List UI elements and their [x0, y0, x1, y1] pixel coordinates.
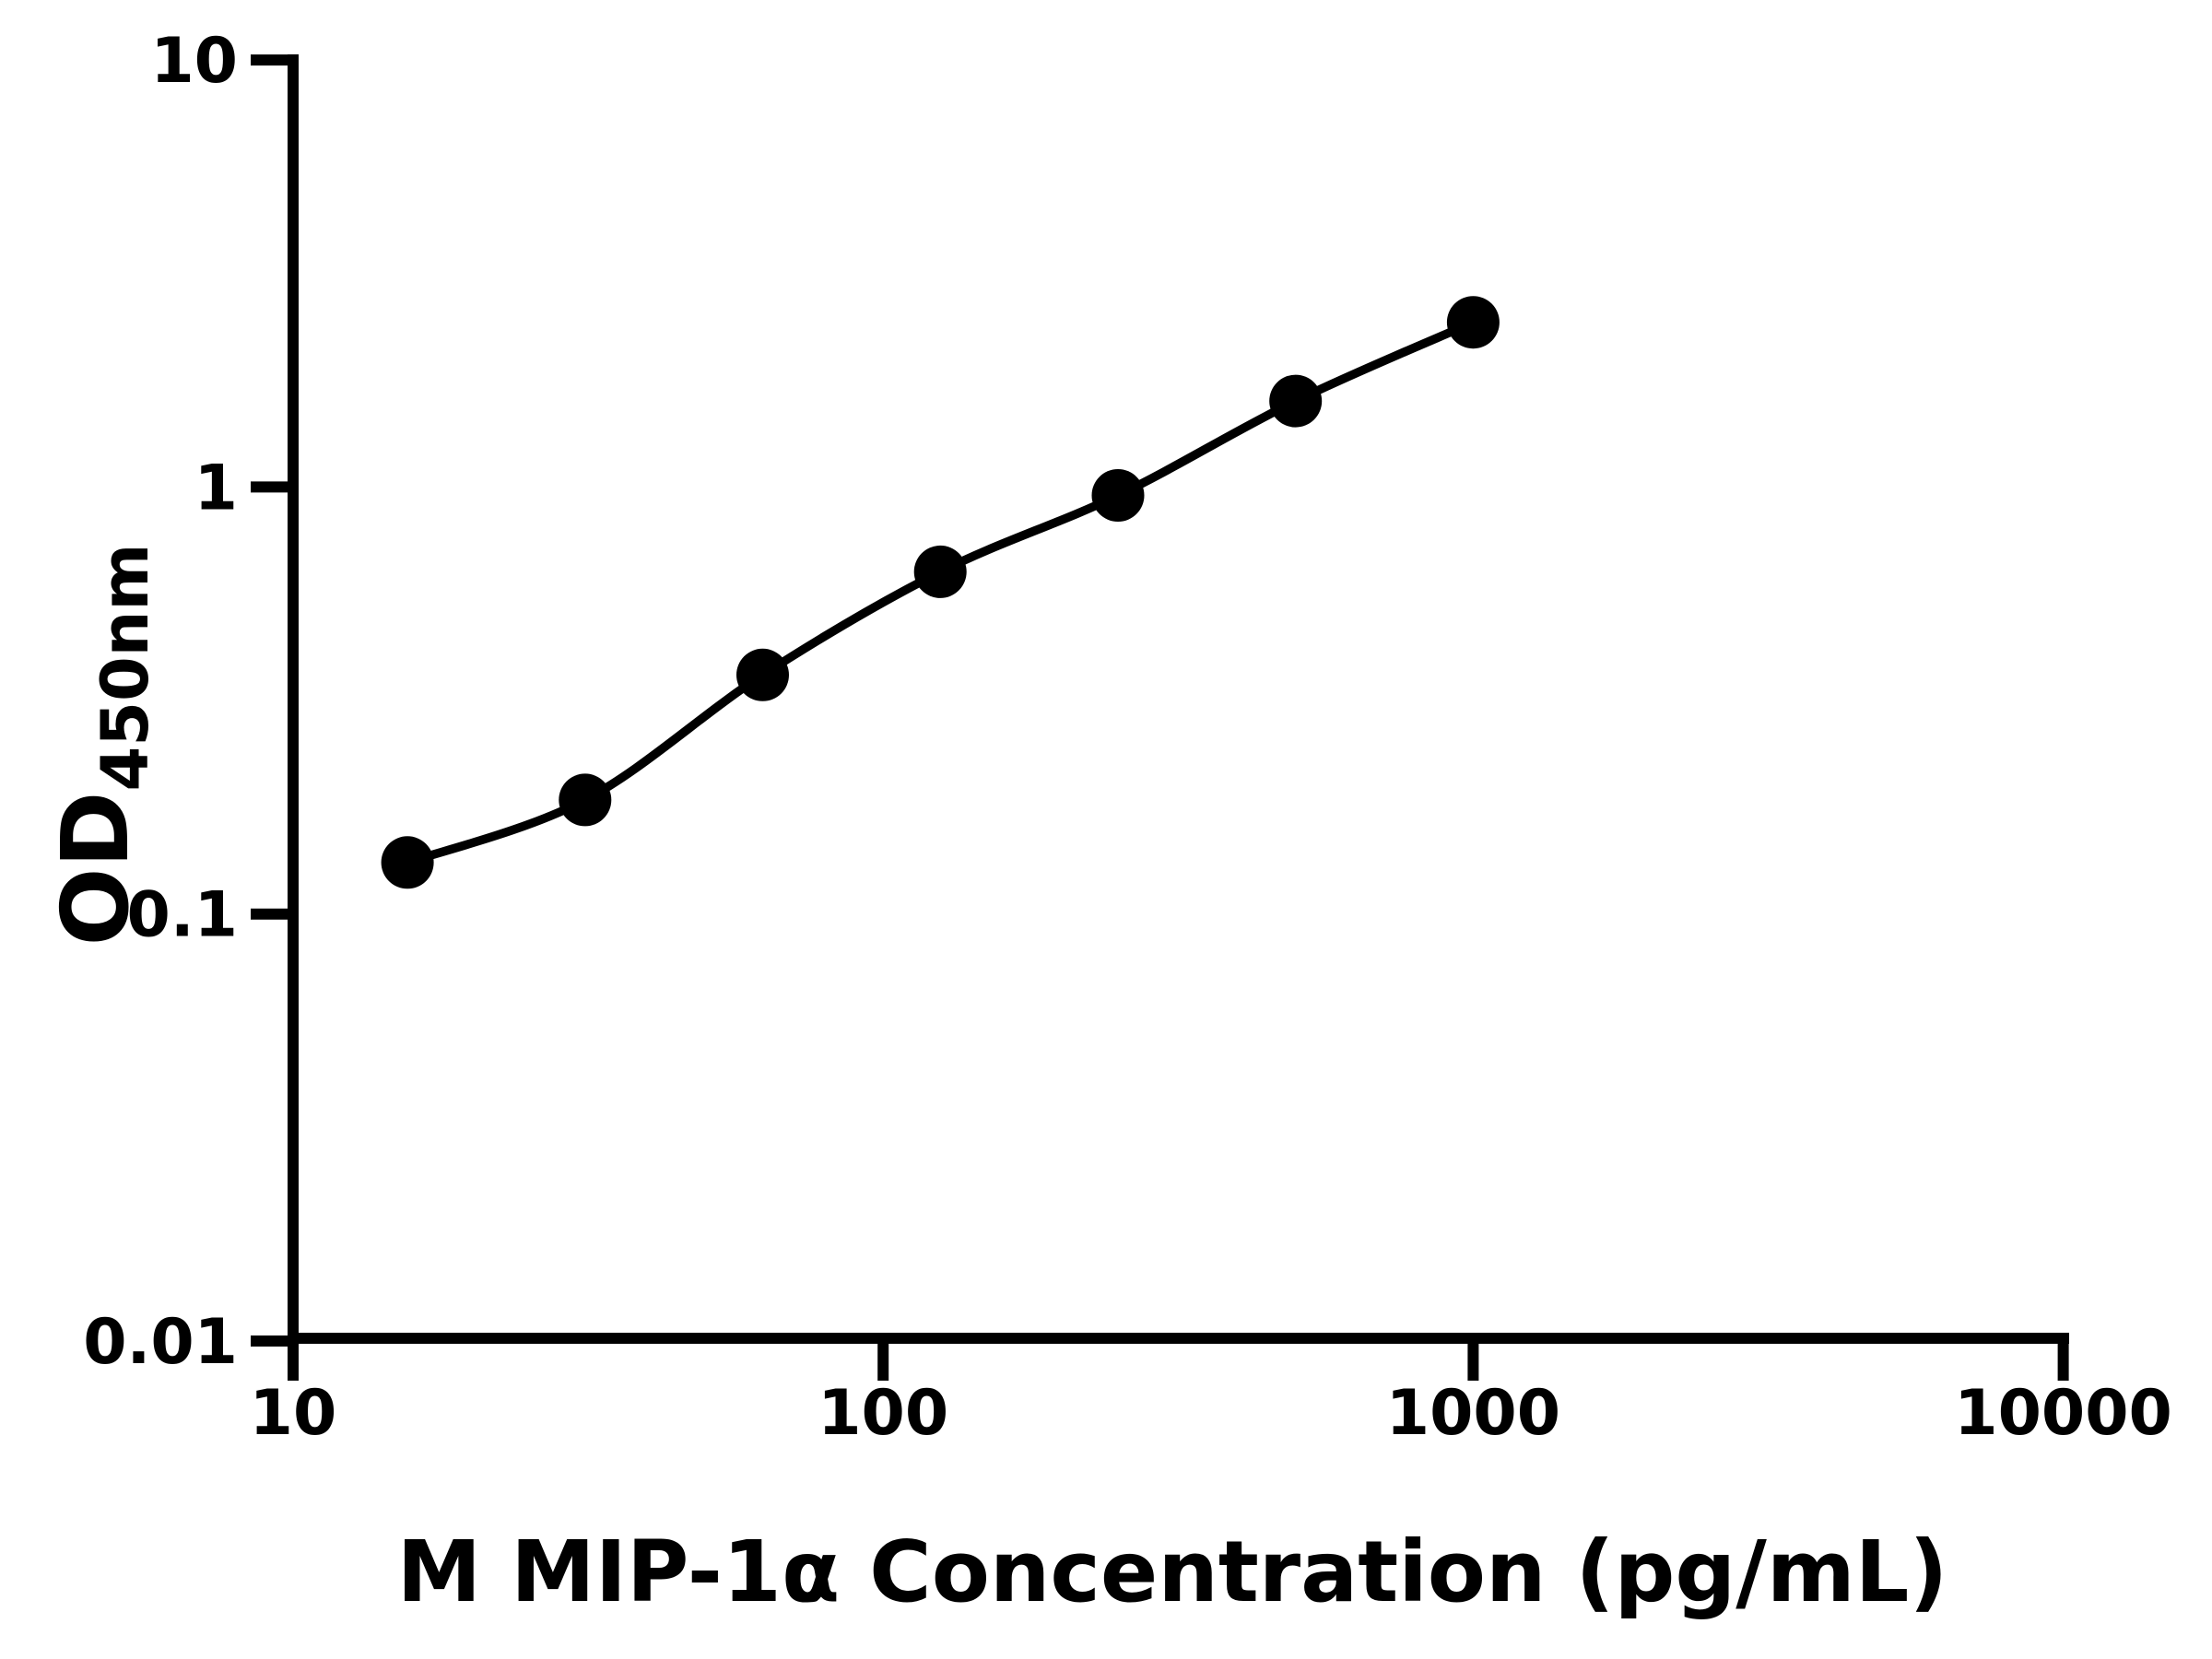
y-tick-label: 10 [150, 25, 238, 98]
data-points-group [381, 296, 1500, 889]
x-tick-label: 1000 [1386, 1377, 1560, 1450]
data-point [559, 773, 612, 827]
data-point [913, 545, 967, 598]
y-tick-label: 0.1 [127, 879, 238, 952]
data-point [736, 648, 789, 701]
y-axis-title-subscript: 450nm [88, 544, 163, 792]
x-tick-label: 10 [250, 1377, 337, 1450]
data-point [1091, 469, 1145, 522]
x-tick-label: 10000 [1954, 1377, 2172, 1450]
y-tick-label: 0.01 [83, 1306, 238, 1379]
data-point [381, 836, 434, 889]
y-axis-ticks: 10 1 0.1 0.01 [83, 25, 293, 1379]
data-point [1269, 374, 1323, 428]
x-axis-title: M MIP-1α Concentration (pg/mL) [397, 1523, 1948, 1621]
data-point [1446, 296, 1500, 349]
y-axis-title-main: OD [41, 791, 149, 946]
x-tick-label: 100 [818, 1377, 948, 1450]
y-tick-label: 1 [194, 452, 238, 524]
y-axis-title: OD450nm [41, 544, 163, 947]
